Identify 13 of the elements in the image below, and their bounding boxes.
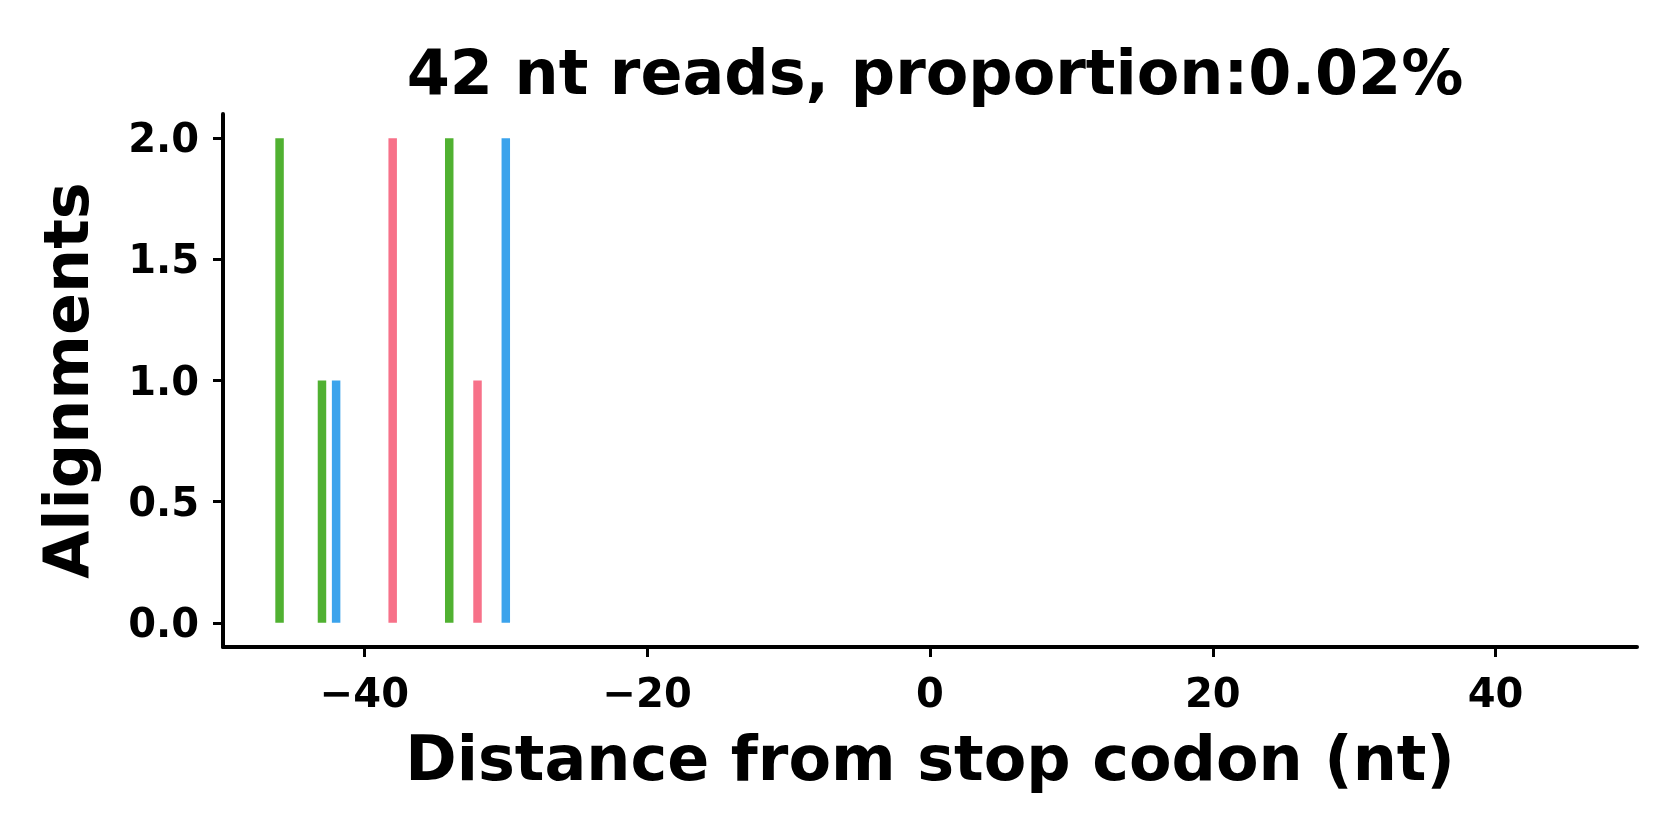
x-axis-title: Distance from stop codon (nt) xyxy=(405,721,1455,795)
y-tick-label: 0.5 xyxy=(128,478,199,525)
y-tick-label: 0.0 xyxy=(128,599,199,646)
x-tick-label: −20 xyxy=(602,670,692,716)
chart-title: 42 nt reads, proportion:0.02% xyxy=(406,35,1464,109)
x-tick-label: 40 xyxy=(1467,670,1524,716)
x-tick-label: −40 xyxy=(319,670,409,716)
y-axis-title: Alignments xyxy=(29,182,103,579)
y-tick-label: 2.0 xyxy=(128,115,199,162)
x-tick-label: 0 xyxy=(916,670,944,716)
x-tick-label: 20 xyxy=(1184,670,1241,716)
y-tick-label: 1.0 xyxy=(128,357,199,404)
y-tick-label: 1.5 xyxy=(128,236,199,283)
